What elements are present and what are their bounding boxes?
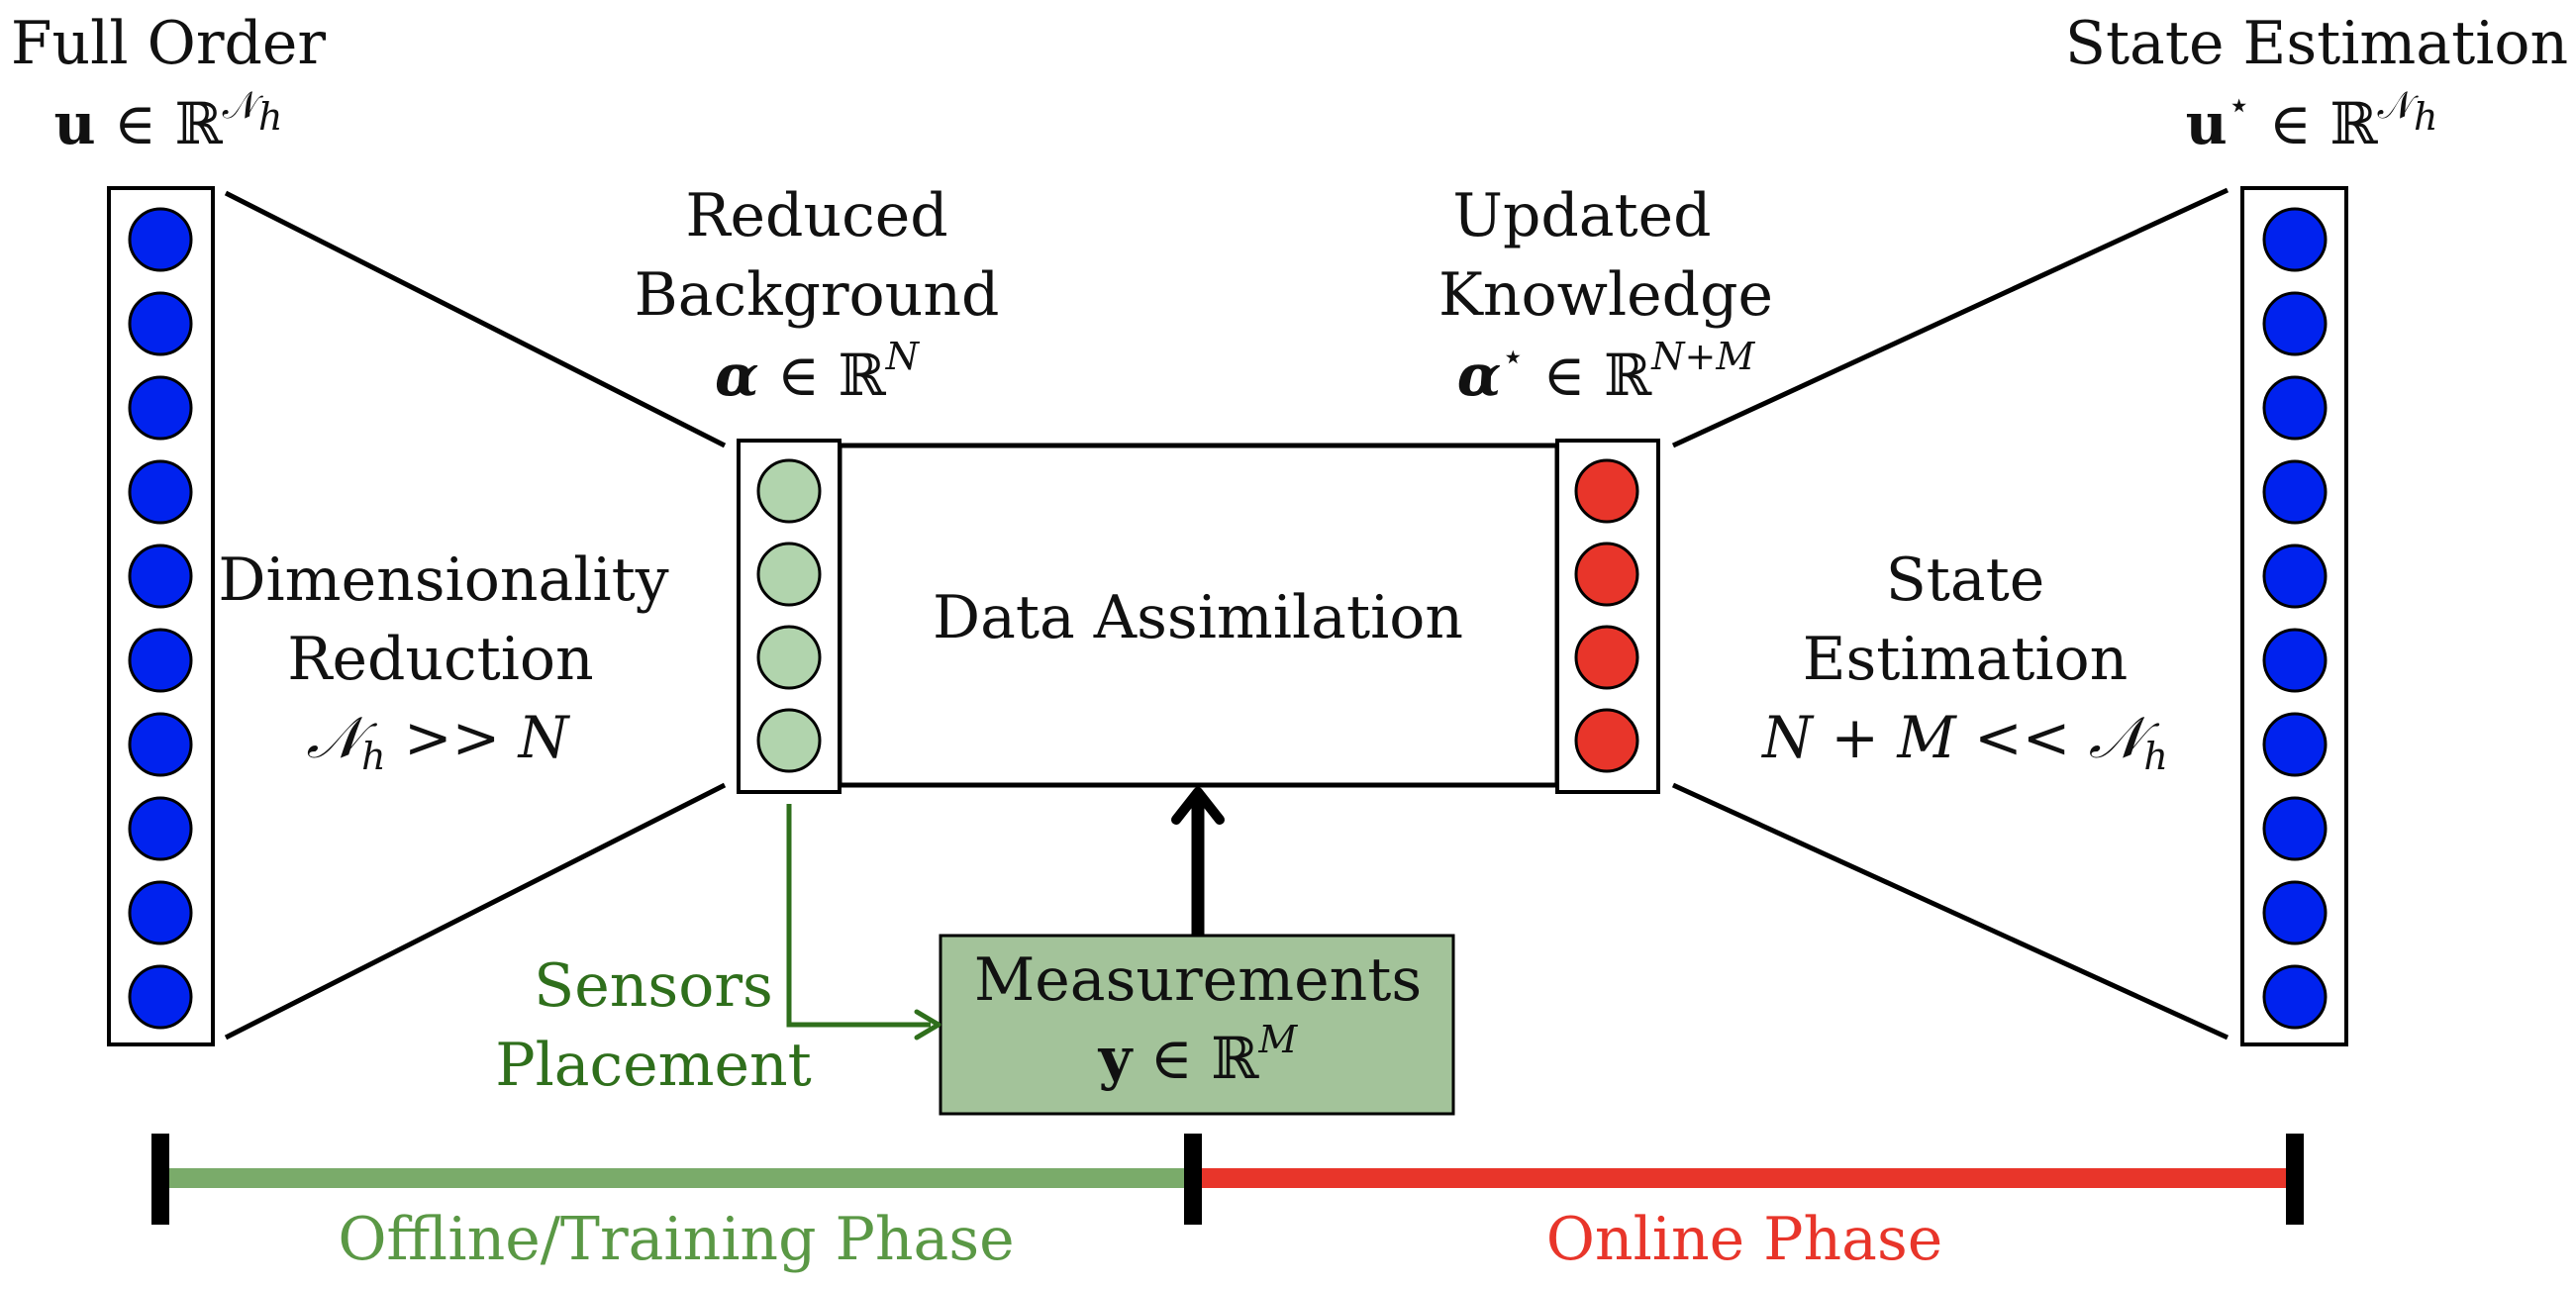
state-estimation-math-u: u (2185, 90, 2228, 157)
state-estimation-node-5 (2262, 544, 2328, 609)
updated-knowledge-math: α⋆ ∈ ℝN+M (1457, 338, 1754, 404)
state-estimation-math: u⋆ ∈ ℝ𝒩h (2186, 86, 2438, 152)
left-funnel-top-line (224, 190, 727, 448)
state-estimation-block-math-expr: N + M << 𝒩 (1762, 704, 2144, 771)
state-estimation-node-9 (2262, 880, 2328, 945)
dimensionality-reduction-math-h: h (361, 735, 386, 778)
online-phase-label: Online Phase (1545, 1205, 1943, 1274)
dimensionality-reduction-line1: Dimensionality (218, 545, 669, 615)
state-estimation-math-sup-n: 𝒩 (2377, 83, 2414, 127)
dimensionality-reduction-math-n: 𝒩 (306, 704, 362, 771)
measurement-arrow-head (1171, 787, 1225, 825)
right-funnel-bottom-line (1671, 782, 2229, 1041)
state-estimation-block-line2: Estimation (1802, 625, 2129, 694)
full-order-title: Full Order (10, 9, 327, 78)
reduced-background-node-1 (756, 458, 822, 524)
measurements-box (939, 934, 1455, 1116)
state-estimation-node-4 (2262, 459, 2328, 525)
full-order-math-u: u (53, 90, 96, 157)
full-order-math-sup: 𝒩h (222, 83, 283, 136)
state-estimation-math-space: ∈ ℝ (2250, 90, 2378, 157)
state-estimation-math-sup-h: h (2413, 95, 2438, 139)
full-order-node-3 (128, 375, 193, 441)
full-order-math-sup-n: 𝒩 (222, 83, 259, 127)
measurements-math-y: y (1098, 1025, 1133, 1092)
state-estimation-node-3 (2262, 375, 2328, 441)
full-order-node-7 (128, 712, 193, 777)
full-order-node-8 (128, 796, 193, 861)
state-estimation-node-8 (2262, 796, 2328, 861)
full-order-nodes (128, 207, 193, 1030)
updated-knowledge-line1: Updated (1452, 181, 1712, 250)
reduced-background-math-sup: N (885, 335, 919, 378)
state-estimation-block-line1: State (1885, 545, 2045, 615)
updated-knowledge-math-alpha: α (1456, 342, 1502, 409)
full-order-node-5 (128, 544, 193, 609)
updated-knowledge-node-4 (1574, 708, 1639, 773)
full-order-node-2 (128, 291, 193, 356)
state-estimation-block-math-h: h (2143, 735, 2168, 778)
data-assimilation-label: Data Assimilation (932, 583, 1464, 652)
sensors-placement-line2: Placement (495, 1031, 812, 1100)
reduced-background-node-4 (756, 708, 822, 773)
reduced-background-node-2 (756, 542, 822, 607)
sensors-placement-line1: Sensors (534, 951, 773, 1021)
updated-knowledge-nodes (1574, 458, 1639, 773)
state-estimation-node-1 (2262, 207, 2328, 272)
measurements-math-sup: M (1258, 1018, 1298, 1061)
measurements-label: Measurements (973, 945, 1423, 1015)
state-estimation-block-math: N + M << 𝒩h (1762, 709, 2168, 775)
dimensionality-reduction-line2: Reduction (287, 625, 594, 694)
updated-knowledge-math-space: ∈ ℝ (1525, 342, 1652, 409)
state-estimation-nodes (2262, 207, 2328, 1030)
left-funnel-bottom-line (224, 782, 727, 1041)
full-order-math: u ∈ ℝ𝒩h (53, 86, 282, 152)
state-estimation-math-star: ⋆ (2227, 83, 2251, 127)
dimensionality-reduction-math: 𝒩h >> N (307, 709, 569, 775)
full-order-node-4 (128, 459, 193, 525)
state-estimation-math-sup: 𝒩h (2377, 83, 2438, 136)
sensors-placement-arrow-line (786, 804, 931, 1028)
reduced-background-math-space: ∈ ℝ (758, 342, 886, 409)
reduced-background-line2: Background (634, 260, 1000, 330)
reduced-background-math: α ∈ ℝN (715, 338, 919, 404)
offline-phase-label: Offline/Training Phase (338, 1205, 1015, 1274)
updated-knowledge-line2: Knowledge (1438, 260, 1773, 330)
state-estimation-node-10 (2262, 964, 2328, 1030)
measurements-math: y ∈ ℝM (1099, 1021, 1298, 1087)
state-estimation-node-2 (2262, 291, 2328, 356)
sensors-placement-arrow-head (914, 1009, 941, 1041)
reduced-background-nodes (756, 458, 822, 773)
full-order-node-10 (128, 964, 193, 1030)
full-order-math-space: ∈ ℝ (95, 90, 223, 157)
dimensionality-reduction-math-rest: >> N (385, 704, 569, 771)
full-order-node-9 (128, 880, 193, 945)
full-order-math-sup-h: h (258, 95, 283, 139)
reduced-background-line1: Reduced (685, 181, 948, 250)
state-estimation-node-7 (2262, 712, 2328, 777)
updated-knowledge-node-2 (1574, 542, 1639, 607)
reduced-background-math-alpha: α (715, 342, 759, 409)
data-assimilation-box (837, 443, 1560, 788)
full-order-node-6 (128, 628, 193, 693)
right-funnel-top-line (1671, 187, 2229, 448)
updated-knowledge-node-1 (1574, 458, 1639, 524)
measurements-math-space: ∈ ℝ (1132, 1025, 1259, 1092)
updated-knowledge-math-star: ⋆ (1501, 335, 1526, 378)
state-estimation-title: State Estimation (2064, 9, 2569, 78)
updated-knowledge-node-3 (1574, 625, 1639, 690)
reduced-background-node-3 (756, 625, 822, 690)
updated-knowledge-math-sup: N+M (1651, 335, 1755, 378)
full-order-node-1 (128, 207, 193, 272)
state-estimation-node-6 (2262, 628, 2328, 693)
